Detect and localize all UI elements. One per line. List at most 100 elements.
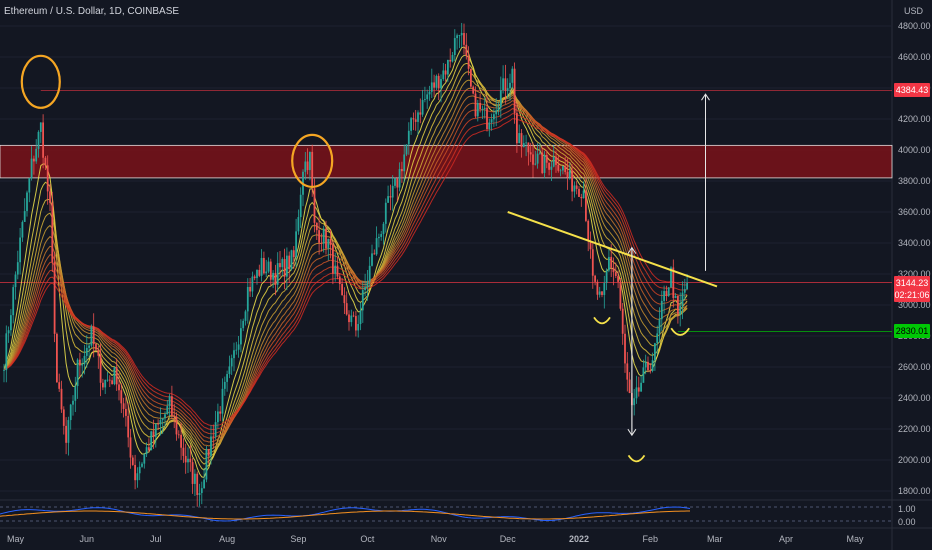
candle-body xyxy=(396,178,399,188)
candle-body xyxy=(571,170,573,192)
peak-circle-may xyxy=(20,54,61,109)
candle-body xyxy=(387,196,389,203)
x-tick-label: 2022 xyxy=(569,534,589,544)
candle-body xyxy=(686,282,688,290)
candle-body xyxy=(69,404,72,421)
candle-body xyxy=(637,387,640,392)
candle-body xyxy=(26,192,28,212)
candle-body xyxy=(460,32,463,36)
measure-arrow-down-head xyxy=(627,428,637,437)
candle-body xyxy=(276,263,279,285)
candle-body xyxy=(279,263,281,268)
x-tick-label: Mar xyxy=(707,534,723,544)
candle-body xyxy=(159,420,162,425)
candle-body xyxy=(334,265,337,274)
candle-body xyxy=(315,222,318,231)
candle-body xyxy=(545,154,548,163)
y-tick-label: 2000.00 xyxy=(898,455,931,465)
candle-body xyxy=(320,242,323,244)
candle-body xyxy=(106,379,109,381)
candle-body xyxy=(601,291,603,295)
candle-body xyxy=(541,152,544,174)
candle-body xyxy=(62,409,65,426)
candle-body xyxy=(568,170,571,178)
candle-body xyxy=(472,86,475,94)
candle-body xyxy=(30,158,33,179)
candle-body xyxy=(578,188,580,197)
candle-body xyxy=(19,237,21,263)
resistance-zone xyxy=(0,144,893,179)
candle-body xyxy=(649,370,652,371)
x-tick-label: Jul xyxy=(150,534,162,544)
candle-body xyxy=(242,320,245,329)
candle-body xyxy=(42,122,44,158)
candle-body xyxy=(513,68,516,113)
candle-body xyxy=(424,99,426,100)
x-tick-label: May xyxy=(7,534,25,544)
candle-body xyxy=(175,416,178,435)
target-arrow-head xyxy=(701,93,710,101)
candle-body xyxy=(113,367,116,384)
candle-body xyxy=(191,462,194,484)
candle-body xyxy=(44,157,47,166)
candle-body xyxy=(522,143,525,148)
candle-body xyxy=(681,292,684,306)
peak-circle-sep xyxy=(291,133,334,188)
candle-body xyxy=(145,447,148,455)
candle-body xyxy=(364,287,366,290)
y-tick-label: 3400.00 xyxy=(898,238,931,248)
candle-body xyxy=(677,295,679,314)
candle-body xyxy=(401,168,403,172)
candle-body xyxy=(502,78,504,91)
candle-body xyxy=(417,112,419,122)
candle-body xyxy=(122,403,125,409)
candle-body xyxy=(95,344,97,350)
y-tick-label: 3200.00 xyxy=(898,269,931,279)
candle-body xyxy=(217,411,219,423)
candle-body xyxy=(177,434,180,436)
candle-body xyxy=(497,107,500,111)
candle-body xyxy=(46,165,49,192)
candle-body xyxy=(131,457,134,465)
candle-body xyxy=(490,119,493,123)
candle-body xyxy=(207,449,210,456)
candle-body xyxy=(617,276,619,282)
candle-body xyxy=(656,333,659,344)
candle-body xyxy=(679,305,682,314)
candle-body xyxy=(348,314,350,323)
candle-body xyxy=(182,447,185,456)
candle-body xyxy=(7,330,10,334)
candle-body xyxy=(134,464,136,481)
y-tick-label: 4800.00 xyxy=(898,21,931,31)
candle-body xyxy=(306,161,309,171)
candle-body xyxy=(384,202,387,224)
candle-body xyxy=(138,466,141,474)
candle-body xyxy=(557,164,560,171)
candle-body xyxy=(419,112,422,115)
candle-body xyxy=(605,270,608,283)
candle-body xyxy=(283,259,286,277)
candle-body xyxy=(373,253,376,255)
ema-ribbon-line xyxy=(3,87,688,451)
ema-ribbon-line xyxy=(3,118,688,427)
candle-body xyxy=(58,382,61,389)
price-label-support: 2830.01 xyxy=(894,324,930,339)
candle-body xyxy=(141,463,143,467)
x-tick-label: Nov xyxy=(431,534,448,544)
candle-body xyxy=(516,112,518,144)
candle-body xyxy=(214,422,217,437)
candle-body xyxy=(504,78,507,91)
ema-ribbon-line xyxy=(3,103,688,439)
candle-body xyxy=(221,388,224,414)
candle-body xyxy=(352,315,355,317)
candle-body xyxy=(437,75,440,89)
candle-body xyxy=(203,479,205,489)
candle-body xyxy=(499,90,502,108)
candle-body xyxy=(426,94,429,100)
candle-body xyxy=(506,88,509,91)
candle-body xyxy=(591,249,594,276)
candle-body xyxy=(21,221,24,238)
candle-body xyxy=(14,274,17,288)
candle-body xyxy=(297,217,300,232)
